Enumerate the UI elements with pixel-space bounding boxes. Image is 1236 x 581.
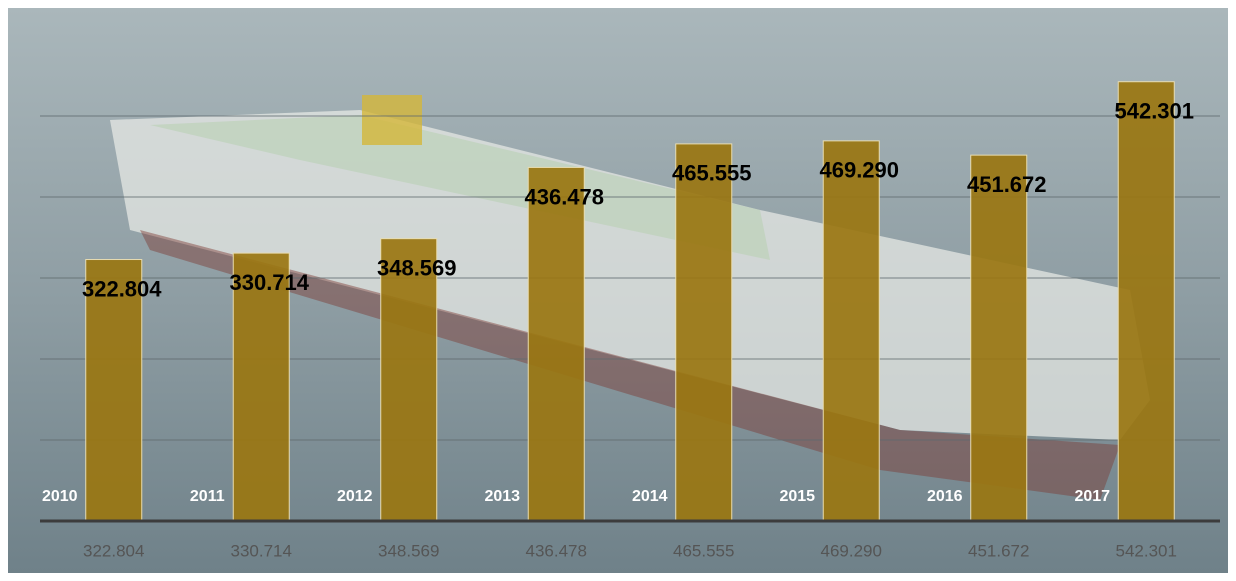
x-tick-label: 2014	[632, 488, 668, 505]
table-value: 348.569	[378, 541, 439, 560]
x-tick-label: 2017	[1074, 488, 1110, 505]
value-label: 542.301	[1114, 99, 1194, 124]
x-tick-label: 2011	[190, 488, 225, 505]
value-label: 330.714	[229, 270, 309, 295]
value-label: 322.804	[82, 276, 162, 301]
value-label: 451.672	[967, 172, 1047, 197]
value-label: 348.569	[377, 255, 457, 280]
value-label: 465.555	[672, 161, 752, 186]
value-label: 469.290	[819, 158, 899, 183]
bar	[970, 154, 1028, 522]
table-value: 322.804	[83, 541, 144, 560]
bar	[822, 140, 880, 522]
value-label: 436.478	[524, 184, 604, 209]
table-value: 465.555	[673, 541, 734, 560]
x-tick-label: 2013	[484, 488, 520, 505]
table-value: 451.672	[968, 541, 1029, 560]
table-value: 436.478	[526, 541, 587, 560]
table-value: 542.301	[1116, 541, 1177, 560]
plot: 322.804 2010 322.804 330.714 2011 330.714 348.…	[40, 81, 1220, 560]
bar	[675, 143, 733, 522]
ship-deck	[150, 115, 770, 260]
x-tick-label: 2010	[42, 488, 78, 505]
table-value: 330.714	[231, 541, 292, 560]
x-tick-label: 2012	[337, 488, 373, 505]
ship-hull	[110, 110, 1150, 440]
x-tick-label: 2015	[779, 488, 815, 505]
table-value: 469.290	[821, 541, 882, 560]
bar	[380, 238, 438, 522]
ship-bridge	[362, 95, 422, 145]
bar	[527, 166, 585, 522]
bar	[85, 259, 143, 522]
x-tick-label: 2016	[927, 488, 963, 505]
bar	[1117, 81, 1175, 522]
